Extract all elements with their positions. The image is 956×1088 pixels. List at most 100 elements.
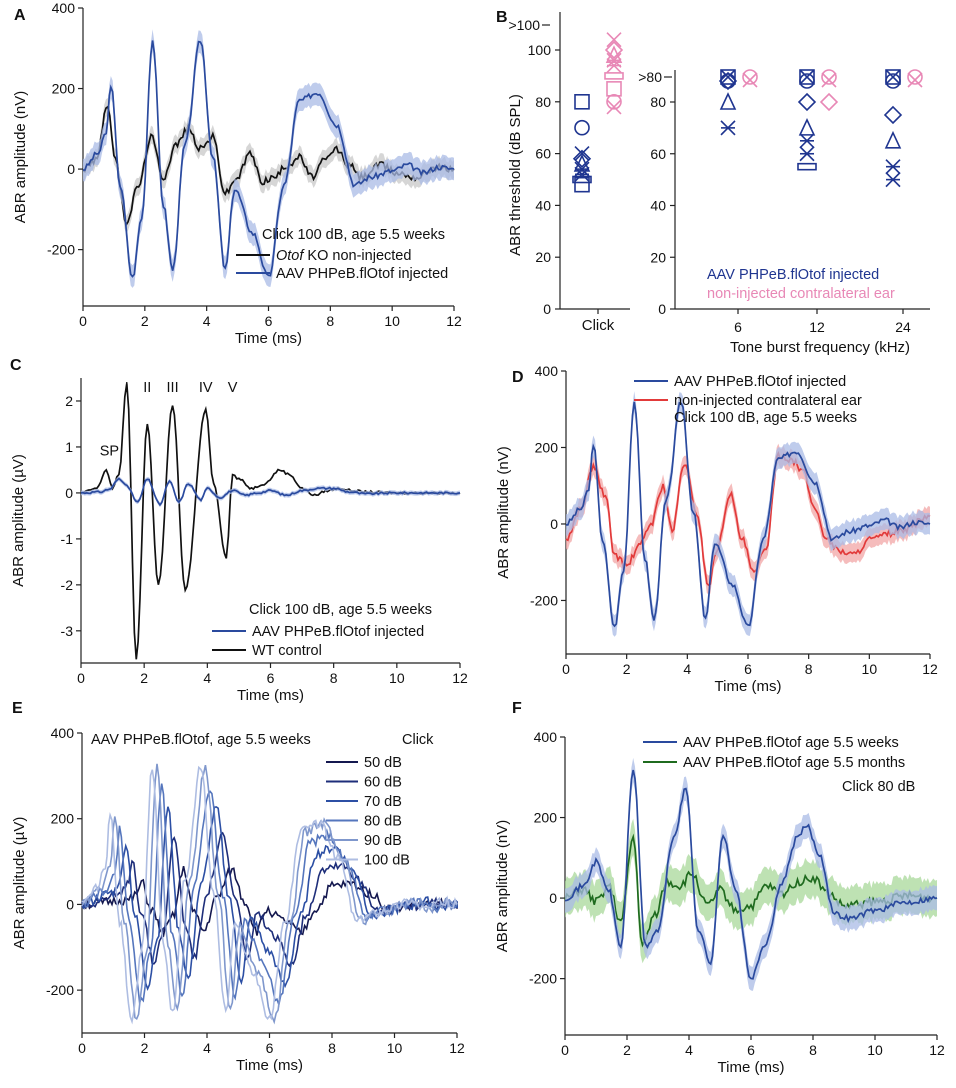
y-top-label: >100	[508, 17, 540, 33]
marker-tone-injected	[884, 130, 902, 149]
annotation: Click 100 dB, age 5.5 weeks	[249, 602, 432, 618]
x-tick-label: 0	[77, 670, 85, 686]
marker-click-contra	[606, 57, 622, 74]
marker-stroke	[907, 72, 923, 88]
marker-stroke	[799, 69, 815, 85]
series-line-0	[564, 769, 938, 980]
x-tick-label: 4	[683, 661, 691, 677]
x-axis-label: Time (ms)	[237, 687, 304, 704]
series-line-0	[80, 477, 461, 507]
y-tick-label: -200	[46, 982, 74, 998]
marker-tone-injected	[885, 69, 901, 85]
marker-tone-injected	[797, 162, 817, 171]
y-tick-label: 2	[65, 393, 73, 409]
marker-shape	[819, 92, 839, 112]
legend-label: 90 dB	[364, 833, 402, 849]
peak-label-I: I	[125, 380, 129, 396]
x-axis-label: Time (ms)	[715, 678, 782, 695]
marker-tone-injected	[798, 117, 816, 136]
marker-shape	[604, 72, 624, 80]
x-axis-label: Time (ms)	[718, 1059, 785, 1076]
marker-tone-injected	[885, 172, 901, 188]
marker-stroke	[574, 146, 590, 162]
annotation: Click 100 dB, age 5.5 weeks	[262, 227, 445, 243]
marker-stroke	[720, 69, 736, 85]
marker-tone-injected	[797, 92, 817, 112]
x-tick-label: 4	[203, 313, 211, 329]
x-tick-label: 12	[452, 670, 468, 686]
y-axis-label: ABR threshold (dB SPL)	[507, 94, 524, 256]
legend-label: 80 dB	[364, 814, 402, 830]
series-band-1	[566, 443, 930, 595]
y-tick-label: 400	[52, 0, 76, 16]
y-tick-label: 200	[535, 439, 559, 455]
peak-label-III: III	[167, 380, 179, 396]
marker-shape	[605, 45, 623, 63]
y-tick-label: -200	[530, 592, 558, 608]
marker-shape	[572, 149, 592, 168]
x-tick-label: 0	[561, 1042, 569, 1058]
x-tick-label: 12	[922, 661, 938, 677]
marker-click-contra	[604, 72, 624, 80]
series-line-0	[81, 865, 458, 938]
marker-click-contra	[605, 45, 623, 63]
y-tick-label: -200	[47, 242, 75, 258]
marker-tone-injected	[718, 71, 738, 91]
x-tick-label: 4	[685, 1042, 693, 1058]
marker-tone-injected	[799, 73, 815, 89]
marker-click-contra	[606, 32, 622, 48]
y-tick-label: 100	[528, 42, 552, 58]
marker-click-contra	[606, 99, 622, 115]
marker-shape	[574, 94, 590, 110]
y-tick-label: 400	[534, 729, 558, 745]
series-line-1	[565, 450, 931, 587]
annotation: Click 80 dB	[842, 779, 915, 795]
marker-tone-injected	[799, 69, 815, 85]
series-line-5	[81, 765, 458, 1025]
x-tick-label: 10	[384, 313, 400, 329]
panel-D: D 0 2 4 6 8 10 12 -200 0 200 400 Time (ms) ABR amplit…	[495, 363, 938, 695]
y-tick-label: 400	[535, 363, 559, 379]
marker-tone-injected	[799, 146, 815, 162]
x-tick-label: 8	[326, 313, 334, 329]
marker-tone-contra	[742, 72, 758, 88]
series-band-0	[566, 391, 930, 637]
marker-tone-injected	[720, 69, 736, 85]
marker-tone-contra	[907, 72, 923, 88]
x-tick-label: 2	[141, 1040, 149, 1056]
x-tick-label: 8	[809, 1042, 817, 1058]
y-tick-label: 200	[51, 811, 75, 827]
y-tick-label: 0	[65, 485, 73, 501]
marker-tone-injected	[720, 120, 736, 136]
marker-click-injected	[574, 119, 590, 136]
panel-label-D: D	[512, 369, 524, 386]
y-tick-label: -1	[61, 531, 74, 547]
marker-stroke	[606, 32, 622, 48]
x-tick-label: 2	[141, 313, 149, 329]
x-tick-label: 6	[266, 1040, 274, 1056]
series-line-0	[82, 40, 455, 278]
marker-tone-injected	[720, 69, 736, 85]
marker-click-injected	[574, 94, 590, 110]
marker-click-contra	[606, 94, 622, 110]
panel-A: A 0 2 4 6 8 10 12 -200 0 200 400 Time (ms) ABR amplit…	[12, 0, 462, 347]
peak-label-SP: SP	[100, 444, 119, 460]
x-tick-label: 2	[623, 661, 631, 677]
y-tick-label: 200	[534, 810, 558, 826]
legend-label-italic: Otof	[276, 248, 305, 264]
panel-title: AAV PHPeB.flOtof, age 5.5 weeks	[91, 732, 311, 748]
marker-tone-injected	[799, 133, 815, 149]
marker-shape	[885, 69, 901, 85]
legend-label: 60 dB	[364, 775, 402, 791]
marker-click-contra	[606, 81, 622, 97]
marker-shape	[797, 162, 817, 171]
marker-click-injected	[572, 175, 592, 184]
x-tick-label: 10	[389, 670, 405, 686]
y-tick-label: 60	[535, 146, 551, 162]
x-tick-label: 0	[562, 661, 570, 677]
legend-label: AAV PHPeB.flOtof injected	[276, 266, 448, 282]
marker-shape	[606, 94, 622, 110]
marker-shape	[884, 130, 902, 149]
